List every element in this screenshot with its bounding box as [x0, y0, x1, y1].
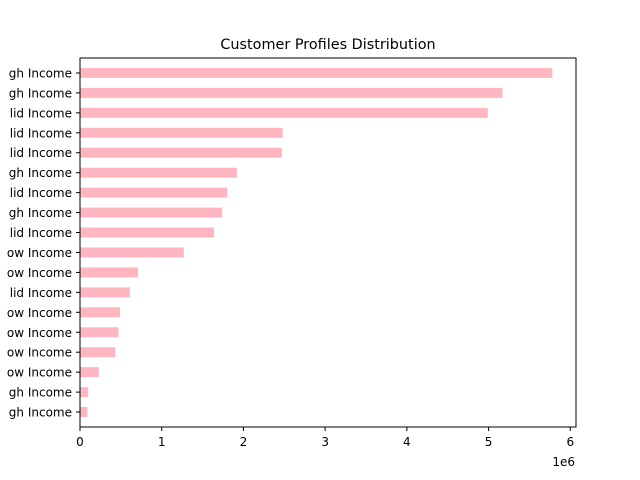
bar: [80, 167, 237, 178]
x-tick-label: 4: [403, 435, 411, 449]
bar: [80, 307, 121, 318]
bar: [80, 367, 99, 378]
x-tick-label: 3: [321, 435, 329, 449]
x-tick-label: 6: [566, 435, 574, 449]
bars-group: [80, 67, 553, 418]
bar: [80, 347, 116, 358]
y-tick-label: gh Income: [9, 406, 72, 420]
y-tick-label: ow Income: [7, 246, 72, 260]
bar: [80, 207, 223, 218]
y-tick-label: ow Income: [7, 366, 72, 380]
x-tick-label: 0: [76, 435, 84, 449]
bar: [80, 187, 228, 198]
bar: [80, 147, 282, 158]
x-tick-label: 5: [485, 435, 493, 449]
y-tick-label: gh Income: [9, 166, 72, 180]
y-tick-label: gh Income: [9, 66, 72, 80]
bar: [80, 227, 215, 238]
y-tick-label: lid Income: [10, 226, 72, 240]
x-axis-offset-label: 1e6: [552, 455, 575, 469]
y-tick-label: lid Income: [10, 126, 72, 140]
bar: [80, 247, 184, 258]
y-tick-label: gh Income: [9, 386, 72, 400]
bar: [80, 87, 503, 98]
bar: [80, 67, 553, 78]
y-tick-label: ow Income: [7, 326, 72, 340]
bar: [80, 327, 119, 338]
y-tick-label: lid Income: [10, 286, 72, 300]
y-tick-label: gh Income: [9, 206, 72, 220]
y-tick-label: lid Income: [10, 186, 72, 200]
y-tick-label: lid Income: [10, 106, 72, 120]
bar: [80, 387, 89, 398]
bar: [80, 127, 283, 138]
bar: [80, 407, 88, 418]
chart-title: Customer Profiles Distribution: [220, 37, 435, 53]
y-axis-ticks: gh Income gh Income lid Income lid Income li…: [7, 66, 80, 420]
y-tick-label: gh Income: [9, 86, 72, 100]
plot-frame: [79, 57, 577, 428]
bar: [80, 287, 130, 298]
x-tick-label: 2: [240, 435, 248, 449]
y-tick-label: ow Income: [7, 346, 72, 360]
x-axis-ticks: 0 1 2 3 4 5 6: [76, 427, 574, 449]
y-tick-label: ow Income: [7, 266, 72, 280]
bar: [80, 267, 139, 278]
x-tick-label: 1: [158, 435, 166, 449]
y-tick-label: ow Income: [7, 306, 72, 320]
y-tick-label: lid Income: [10, 146, 72, 160]
bar: [80, 107, 488, 118]
